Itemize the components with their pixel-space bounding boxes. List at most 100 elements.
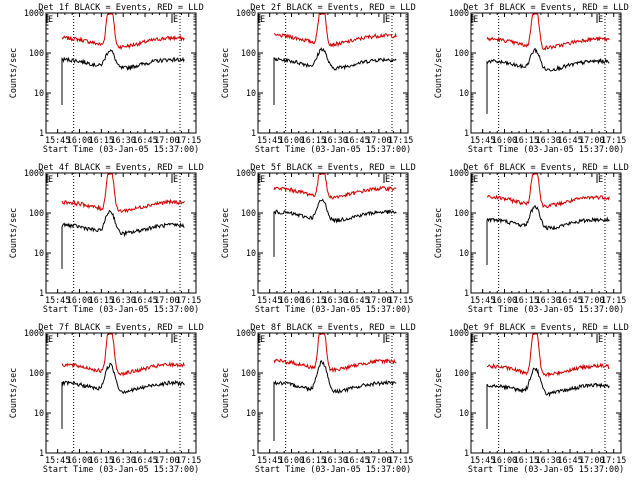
y-tick-label: 100 (454, 48, 469, 58)
x-tick-label: 16:30 (111, 135, 136, 145)
x-tick-label: 16:15 (514, 295, 539, 305)
y-tick-label: 10 (246, 248, 256, 258)
x-tick-label: 17:00 (366, 295, 391, 305)
x-tick-label: 17:00 (579, 455, 604, 465)
lld-series-line (61, 333, 185, 377)
detector-panel: Det 2f BLACK = Events, RED = LLD E E 1 10 100… (220, 3, 416, 154)
x-axis-label: Start Time (03-Jan-05 15:37:00) (255, 464, 411, 474)
panel-title: Det 6f BLACK = Events, RED = LLD (463, 163, 629, 173)
x-tick-label: 16:00 (492, 135, 517, 145)
x-tick-label: 16:45 (344, 455, 369, 465)
lld-series-line (274, 13, 397, 48)
y-tick-label: 1000 (236, 8, 256, 18)
corner-e-label: E (598, 335, 603, 345)
x-tick-label: 16:15 (301, 455, 326, 465)
x-tick-label: 16:00 (67, 295, 92, 305)
events-series-line (273, 47, 397, 105)
plot-frame (257, 332, 409, 454)
events-series-line (61, 209, 185, 269)
corner-e-label: E (598, 175, 603, 185)
x-tick-label: 16:15 (301, 135, 326, 145)
lld-series-line (486, 333, 610, 378)
x-tick-label: 16:30 (323, 135, 348, 145)
y-tick-label: 10 (246, 88, 256, 98)
y-axis-label: Counts/sec (220, 368, 230, 418)
x-tick-label: 17:15 (601, 455, 626, 465)
plot-frame (257, 12, 409, 134)
y-axis-label: Counts/sec (433, 368, 443, 418)
y-axis-label: Counts/sec (433, 48, 443, 98)
events-series-line (486, 205, 610, 265)
y-tick-label: 1000 (24, 168, 44, 178)
x-tick-label: 16:30 (323, 295, 348, 305)
x-tick-label: 16:00 (492, 295, 517, 305)
x-tick-label: 16:45 (132, 295, 157, 305)
y-tick-label: 100 (29, 48, 44, 58)
detector-panel: Det 5f BLACK = Events, RED = LLD E E 1 10 100… (220, 163, 416, 314)
x-tick-label: 17:00 (154, 455, 179, 465)
y-tick-label: 100 (241, 208, 256, 218)
x-tick-label: 17:00 (579, 135, 604, 145)
corner-e-label: E (385, 15, 390, 25)
x-tick-label: 16:00 (492, 455, 517, 465)
corner-e-label: E (48, 335, 53, 345)
x-tick-label: 16:45 (132, 135, 157, 145)
x-tick-label: 16:15 (301, 295, 326, 305)
y-tick-label: 1 (464, 288, 469, 298)
y-tick-label: 100 (454, 208, 469, 218)
detector-panel: Det 1f BLACK = Events, RED = LLD E E 1 10 100… (8, 3, 204, 154)
y-tick-label: 100 (29, 208, 44, 218)
events-series-line (486, 367, 610, 429)
corner-e-label: E (385, 335, 390, 345)
corner-e-label: E (260, 175, 265, 185)
x-tick-label: 16:30 (536, 295, 561, 305)
x-tick-label: 15:45 (470, 455, 495, 465)
x-axis-label: Start Time (03-Jan-05 15:37:00) (43, 464, 199, 474)
x-tick-label: 16:00 (67, 135, 92, 145)
detector-panel: Det 6f BLACK = Events, RED = LLD E E 1 10 100… (433, 163, 629, 314)
x-tick-label: 15:45 (257, 295, 282, 305)
x-axis-label: Start Time (03-Jan-05 15:37:00) (468, 144, 624, 154)
corner-e-label: E (473, 335, 478, 345)
events-series-line (61, 362, 185, 429)
panel-title: Det 3f BLACK = Events, RED = LLD (463, 3, 629, 13)
y-tick-label: 1 (39, 128, 44, 138)
x-tick-label: 17:00 (154, 135, 179, 145)
x-tick-label: 17:00 (579, 295, 604, 305)
x-tick-label: 16:00 (279, 455, 304, 465)
y-tick-label: 1 (251, 448, 256, 458)
x-tick-label: 15:45 (257, 135, 282, 145)
x-axis-label: Start Time (03-Jan-05 15:37:00) (43, 144, 199, 154)
x-tick-label: 15:45 (470, 135, 495, 145)
y-axis-label: Counts/sec (8, 208, 18, 258)
corner-e-label: E (473, 175, 478, 185)
x-tick-label: 15:45 (45, 135, 70, 145)
detector-panel: Det 3f BLACK = Events, RED = LLD E E 1 10 100… (433, 3, 629, 154)
x-tick-label: 16:45 (557, 295, 582, 305)
y-tick-label: 1000 (449, 8, 469, 18)
panel-title: Det 1f BLACK = Events, RED = LLD (38, 3, 204, 13)
x-tick-label: 16:45 (344, 295, 369, 305)
plot-frame (470, 12, 622, 134)
corner-e-label: E (598, 15, 603, 25)
x-tick-label: 16:30 (536, 455, 561, 465)
panel-title: Det 4f BLACK = Events, RED = LLD (38, 163, 204, 173)
panel-title: Det 9f BLACK = Events, RED = LLD (463, 323, 629, 333)
y-tick-label: 1 (464, 448, 469, 458)
y-tick-label: 1000 (236, 328, 256, 338)
events-series-line (61, 48, 185, 105)
x-tick-label: 17:15 (601, 295, 626, 305)
events-series-line (486, 47, 610, 114)
x-tick-label: 17:15 (388, 455, 413, 465)
x-axis-label: Start Time (03-Jan-05 15:37:00) (468, 464, 624, 474)
corner-e-label: E (473, 15, 478, 25)
x-tick-label: 17:00 (366, 135, 391, 145)
events-series-line (273, 359, 397, 441)
y-tick-label: 1000 (24, 8, 44, 18)
x-axis-label: Start Time (03-Jan-05 15:37:00) (255, 304, 411, 314)
x-tick-label: 17:15 (388, 295, 413, 305)
y-tick-label: 10 (459, 88, 469, 98)
x-tick-label: 15:45 (257, 455, 282, 465)
x-tick-label: 15:45 (45, 455, 70, 465)
